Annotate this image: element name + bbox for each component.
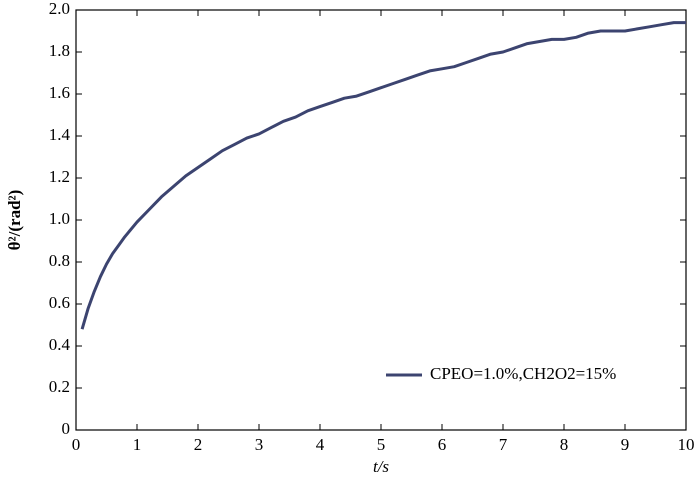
legend-label: CPEO=1.0%,CH2O2=15% (430, 364, 616, 383)
x-tick-label: 6 (438, 435, 447, 454)
x-tick-label: 2 (194, 435, 203, 454)
x-tick-label: 5 (377, 435, 386, 454)
y-tick-label: 0.2 (49, 377, 70, 396)
x-tick-label: 1 (133, 435, 142, 454)
y-tick-label: 0 (62, 419, 71, 438)
y-tick-label: 1.4 (49, 125, 71, 144)
x-tick-label: 0 (72, 435, 81, 454)
x-tick-label: 3 (255, 435, 264, 454)
x-tick-label: 4 (316, 435, 325, 454)
y-tick-label: 0.6 (49, 293, 70, 312)
y-tick-label: 1.8 (49, 41, 70, 60)
data-line (80, 21, 686, 330)
x-axis-label: t/s (373, 457, 389, 476)
y-tick-label: 0.8 (49, 251, 70, 270)
y-tick-label: 0.4 (49, 335, 71, 354)
y-axis-label: θ²/(rad²) (5, 190, 24, 251)
y-tick-label: 1.0 (49, 209, 70, 228)
y-tick-label: 2.0 (49, 0, 70, 18)
y-tick-label: 1.6 (49, 83, 70, 102)
x-tick-label: 10 (678, 435, 695, 454)
x-tick-label: 9 (621, 435, 630, 454)
y-tick-label: 1.2 (49, 167, 70, 186)
x-tick-label: 8 (560, 435, 569, 454)
x-tick-label: 7 (499, 435, 508, 454)
